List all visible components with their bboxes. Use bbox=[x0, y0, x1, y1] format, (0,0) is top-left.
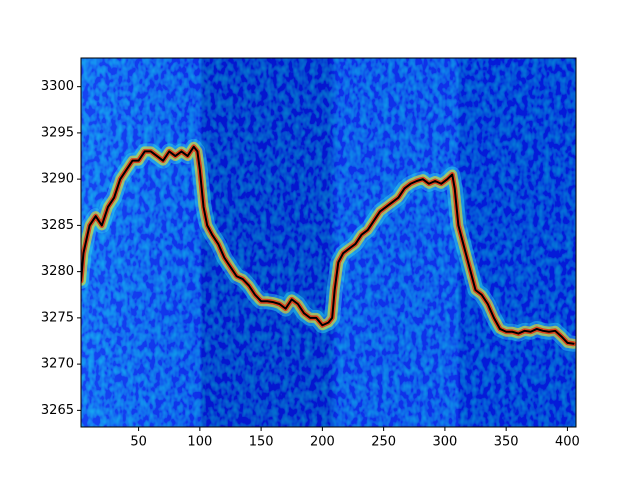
y-tick-label: 3275 bbox=[41, 310, 74, 325]
x-tick-label: 400 bbox=[555, 435, 580, 450]
x-tick-label: 300 bbox=[432, 435, 457, 450]
y-tick-label: 3300 bbox=[41, 79, 74, 94]
x-tick-label: 350 bbox=[494, 435, 519, 450]
x-tick-label: 50 bbox=[130, 435, 147, 450]
y-tick-label: 3290 bbox=[41, 172, 74, 187]
x-tick-label: 200 bbox=[310, 435, 335, 450]
y-tick-label: 3285 bbox=[41, 218, 74, 233]
x-tick-label: 100 bbox=[187, 435, 212, 450]
x-tick-label: 250 bbox=[371, 435, 396, 450]
axes-frame bbox=[80, 57, 577, 428]
heatmap-texture bbox=[81, 58, 576, 427]
plot-area bbox=[81, 138, 576, 352]
y-tick-label: 3270 bbox=[41, 357, 74, 372]
y-tick-label: 3280 bbox=[41, 264, 74, 279]
y-tick-label: 3295 bbox=[41, 125, 74, 140]
y-tick-label: 3265 bbox=[41, 403, 74, 418]
x-tick-label: 150 bbox=[249, 435, 274, 450]
line bbox=[81, 145, 575, 345]
